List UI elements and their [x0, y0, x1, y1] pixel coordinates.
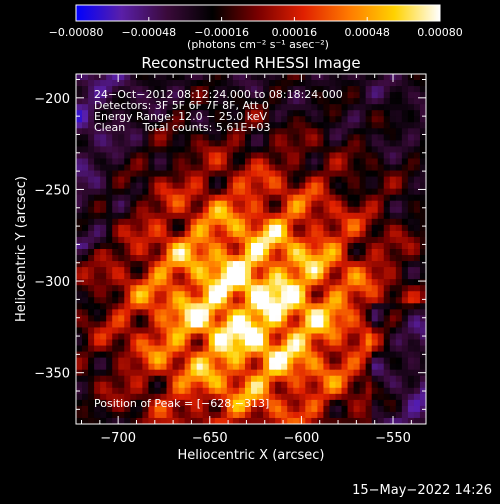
heatmap-image [76, 74, 426, 424]
colorbar-tick-label: 0.00048 [344, 26, 390, 39]
x-tick-label: −550 [375, 431, 411, 446]
colorbar-frame [75, 4, 441, 22]
info-line-detectors: Detectors: 3F 5F 6F 7F 8F, Att 0 [94, 99, 269, 112]
colorbar-tick-label: −0.00016 [194, 26, 249, 39]
colorbar-ticks: −0.00080 −0.00048 −0.00016 0.00016 0.00048 0.… [49, 17, 463, 39]
y-tick-label: −350 [34, 367, 70, 382]
y-tick-label: −250 [34, 183, 70, 198]
colorbar-tick-label: 0.00016 [272, 26, 318, 39]
colorbar-tick-label: 0.00080 [417, 26, 463, 39]
x-axis-label: Heliocentric X (arcsec) [178, 448, 325, 463]
colorbar-tick-label: −0.00048 [121, 26, 176, 39]
colorbar [76, 5, 440, 21]
colorbar-tick-label: −0.00080 [49, 26, 104, 39]
info-line-counts: Clean Total counts: 5.61E+03 [94, 121, 271, 134]
info-line-energy: Energy Range: 12.0 − 25.0 keV [94, 110, 268, 123]
axis-ticks: −700 −650 −600 −550 −200 −250 −300 −350 [34, 74, 426, 446]
info-line-time: 24−Oct−2012 08:12:24.000 to 08:18:24.000 [94, 88, 343, 101]
chart-title: Reconstructed RHESSI Image [141, 54, 360, 72]
x-tick-label: −700 [100, 431, 136, 446]
y-tick-label: −200 [34, 92, 70, 107]
x-tick-label: −600 [284, 431, 320, 446]
observation-info: 24−Oct−2012 08:12:24.000 to 08:18:24.000… [94, 88, 343, 134]
x-tick-label: −650 [192, 431, 228, 446]
peak-position-label: Position of Peak = [−628,−313] [94, 397, 269, 410]
plot-frame [75, 73, 427, 425]
y-tick-label: −300 [34, 275, 70, 290]
y-axis-label: Heliocentric Y (arcsec) [14, 176, 29, 322]
colorbar-unit-label: (photons cm⁻² s⁻¹ asec⁻²) [187, 38, 329, 51]
timestamp: 15−May−2022 14:26 [352, 483, 492, 498]
